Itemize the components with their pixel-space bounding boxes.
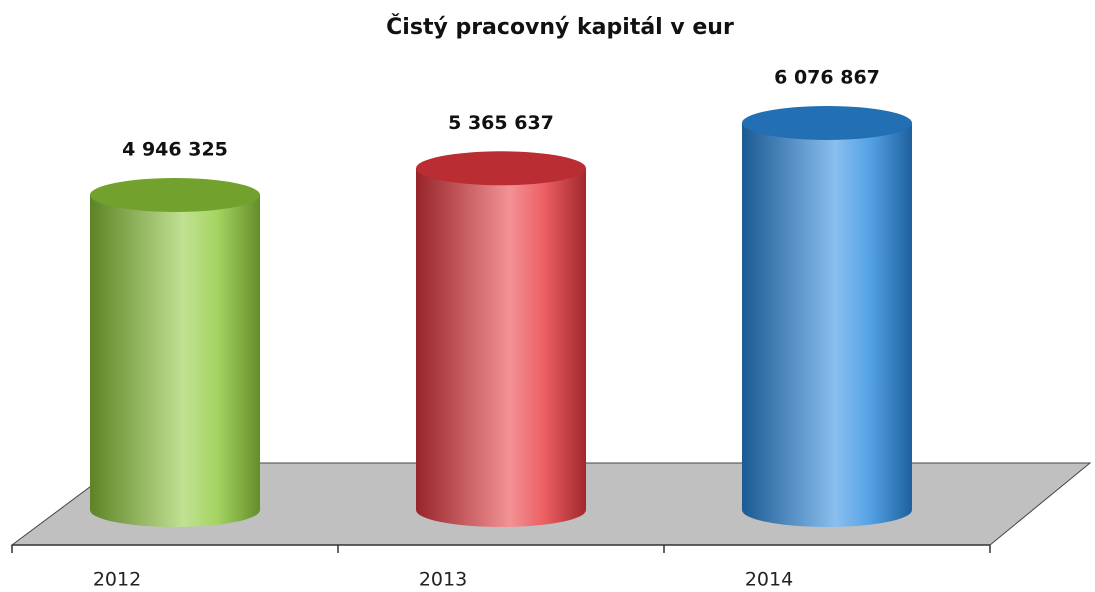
value-label: 5 365 637 — [448, 112, 554, 134]
cylinder-top — [90, 177, 260, 212]
x-tick-label: 2014 — [745, 569, 793, 591]
cylinder-top — [742, 106, 912, 140]
value-label: 6 076 867 — [774, 67, 880, 89]
cylinder — [90, 177, 260, 527]
cylinder-top — [416, 151, 586, 186]
value-label: 4 946 325 — [122, 138, 228, 160]
cylinder-body — [742, 123, 912, 527]
cylinder-body — [416, 168, 586, 527]
x-tick-label: 2012 — [93, 569, 141, 591]
cylinder-body — [90, 194, 260, 527]
chart-title: Čistý pracovný kapitál v eur — [386, 14, 734, 40]
cylinder — [742, 106, 912, 527]
x-tick-label: 2013 — [419, 569, 467, 591]
cylinder — [416, 151, 586, 527]
